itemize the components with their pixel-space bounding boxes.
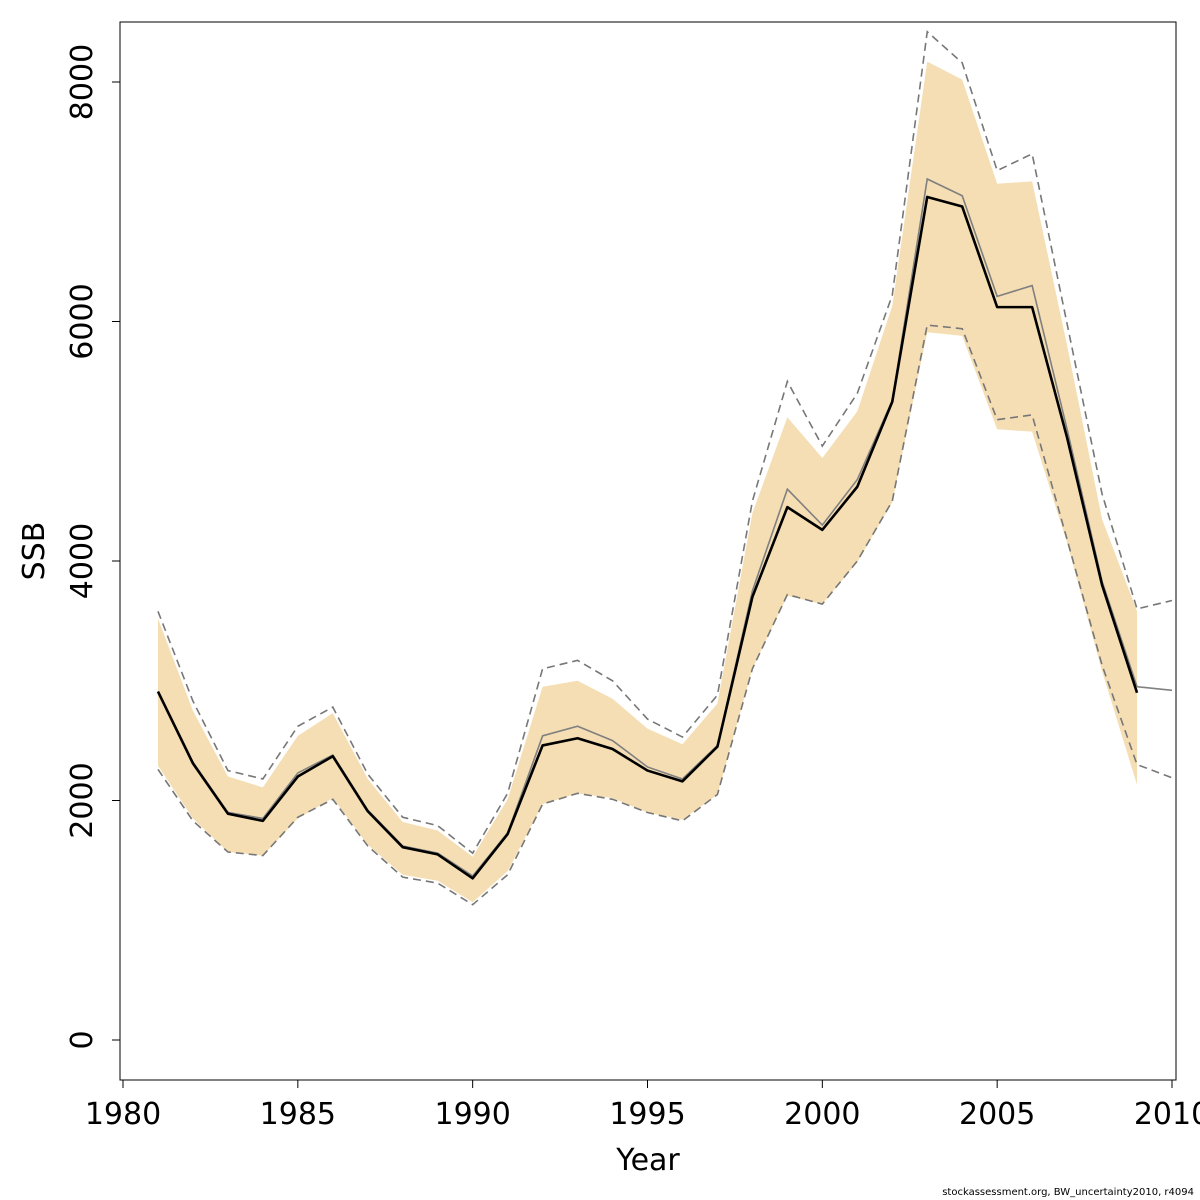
y-axis: 0 2000 4000 6000 8000 <box>65 44 121 1050</box>
x-tick-label: 2000 <box>784 1097 860 1132</box>
outer-lower-dashed-line <box>157 324 1173 906</box>
median-ssb-line <box>156 195 1139 880</box>
y-tick-label: 0 <box>65 1030 100 1049</box>
y-tick-label: 2000 <box>65 762 100 838</box>
x-tick-label: 1995 <box>609 1097 685 1132</box>
x-tick-label: 1990 <box>434 1097 510 1132</box>
projection-line <box>1136 685 1173 692</box>
secondary-estimate-line <box>157 177 1138 878</box>
plot-frame <box>119 21 1177 1081</box>
y-tick-label: 6000 <box>65 283 100 359</box>
source-footer: stockassessment.org, BW_uncertainty2010,… <box>942 1187 1194 1198</box>
y-tick-label: 8000 <box>65 44 100 120</box>
plot-area <box>156 30 1173 906</box>
y-tick-label: 4000 <box>65 523 100 599</box>
x-axis-title: Year <box>615 1143 680 1178</box>
x-tick-label: 1985 <box>260 1097 336 1132</box>
x-axis: 1980 1985 1990 1995 2000 2005 2010 <box>85 1079 1200 1132</box>
x-tick-label: 2005 <box>959 1097 1035 1132</box>
y-axis-title: SSB <box>17 522 52 581</box>
outer-upper-dashed-line <box>157 30 1173 855</box>
x-tick-label: 1980 <box>85 1097 161 1132</box>
x-tick-label: 2010 <box>1134 1097 1200 1132</box>
confidence-band <box>157 61 1138 903</box>
